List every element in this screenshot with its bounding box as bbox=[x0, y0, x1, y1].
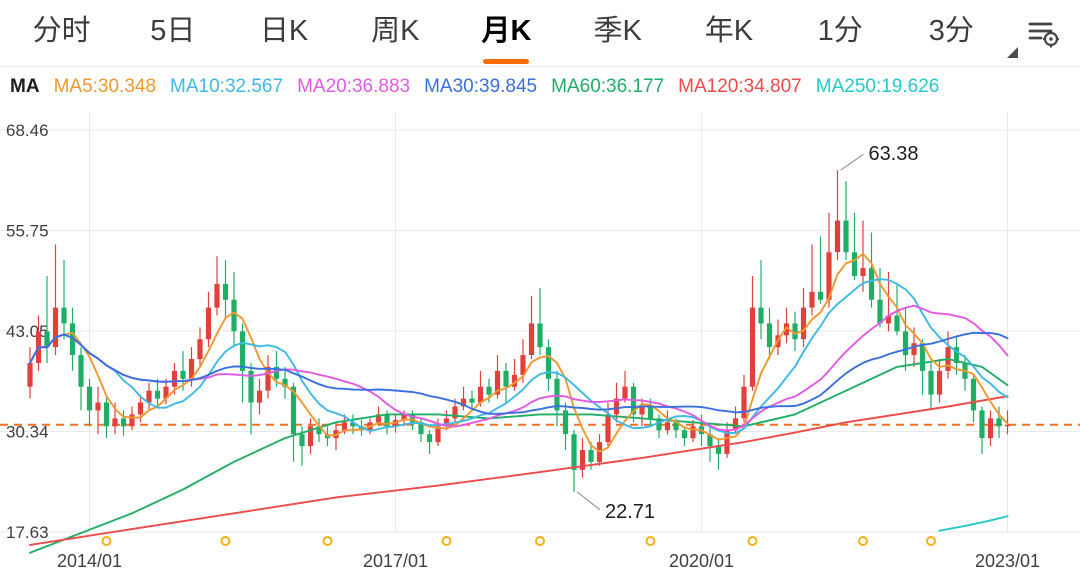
svg-text:30.34: 30.34 bbox=[6, 423, 49, 442]
ma-indicator-bar: MA MA5:30.348 MA10:32.567 MA20:36.883 MA30:… bbox=[0, 70, 1080, 104]
ma-legend-ma60: MA60:36.177 bbox=[551, 76, 665, 97]
ma-legend-ma20: MA20:36.883 bbox=[297, 76, 411, 97]
svg-text:63.38: 63.38 bbox=[869, 143, 919, 165]
list-settings-icon bbox=[1028, 22, 1059, 48]
svg-text:2014/01: 2014/01 bbox=[57, 551, 122, 571]
period-tab-1分[interactable]: 1分 bbox=[817, 15, 863, 47]
period-tab-3分[interactable]: 3分 bbox=[928, 15, 974, 47]
ma-legend-ma5: MA5:30.348 bbox=[53, 76, 157, 97]
period-tab-周K[interactable]: 周K bbox=[371, 15, 420, 47]
period-tab-分时[interactable]: 分时 bbox=[32, 15, 91, 47]
indicator-settings-button[interactable] bbox=[1020, 0, 1074, 66]
svg-text:2017/01: 2017/01 bbox=[363, 551, 428, 571]
ma-label: MA bbox=[10, 76, 40, 97]
svg-text:17.63: 17.63 bbox=[6, 523, 49, 542]
svg-text:68.46: 68.46 bbox=[6, 121, 49, 140]
period-tab-月K[interactable]: 月K bbox=[451, 0, 562, 66]
svg-text:2023/01: 2023/01 bbox=[975, 551, 1040, 571]
period-tab-季K[interactable]: 季K bbox=[593, 15, 642, 47]
ma-legend-ma250: MA250:19.626 bbox=[815, 76, 940, 97]
svg-text:43.05: 43.05 bbox=[6, 322, 49, 341]
ma-legend-ma30: MA30:39.845 bbox=[424, 76, 538, 97]
svg-text:55.75: 55.75 bbox=[6, 222, 49, 241]
ma-legend-ma120: MA120:34.807 bbox=[678, 76, 802, 97]
period-tabs: 分时 5日 日K 周K 月K 季K 年K 1分 3分 bbox=[6, 0, 1007, 66]
period-tab-5日[interactable]: 5日 bbox=[150, 15, 196, 47]
more-tabs-indicator bbox=[1007, 47, 1018, 58]
period-tabbar: 分时 5日 日K 周K 月K 季K 年K 1分 3分 bbox=[0, 0, 1080, 67]
ma-legend-ma10: MA10:32.567 bbox=[170, 76, 284, 97]
period-tab-年K[interactable]: 年K bbox=[704, 15, 754, 47]
svg-text:2020/01: 2020/01 bbox=[669, 551, 734, 571]
svg-text:22.71: 22.71 bbox=[605, 501, 655, 523]
period-tab-日K[interactable]: 日K bbox=[259, 15, 309, 47]
